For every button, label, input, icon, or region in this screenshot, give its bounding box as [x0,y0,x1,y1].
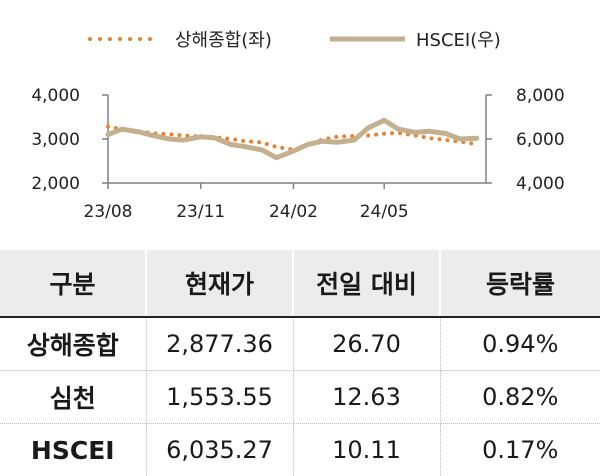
column-header-change-rate: 등락률 [440,250,600,317]
x-tick-label: 24/05 [360,202,409,222]
chart-series [108,120,477,158]
change-cell: 26.70 [293,317,440,371]
table-header-row: 구분 현재가 전일 대비 등락률 [0,250,600,317]
change-rate-cell: 0.82% [440,371,600,424]
column-header-category: 구분 [0,250,146,317]
table-row: 상해종합 2,877.36 26.70 0.94% [0,317,600,371]
index-chart: 상해종합(좌) HSCEI(우) 2,000 3,000 4,000 4,000 6,00… [0,0,600,240]
chart-axes: 2,000 3,000 4,000 4,000 6,000 8,000 23/08 23/11… [31,86,564,222]
change-cell: 12.63 [293,371,440,424]
index-quote-table: 구분 현재가 전일 대비 등락률 상해종합 2,877.36 26.70 0.9… [0,250,600,476]
right-y-tick-label: 8,000 [516,86,565,106]
column-header-current-price: 현재가 [146,250,293,317]
left-y-tick-label: 2,000 [31,174,80,194]
index-name-cell: 심천 [0,371,146,424]
right-y-tick-label: 6,000 [516,130,565,150]
table-row: HSCEI 6,035.27 10.11 0.17% [0,424,600,476]
current-price-cell: 1,553.55 [146,371,293,424]
current-price-cell: 2,877.36 [146,317,293,371]
index-name-cell: HSCEI [0,424,146,476]
table-row: 심천 1,553.55 12.63 0.82% [0,371,600,424]
x-tick-label: 23/08 [84,202,133,222]
change-cell: 10.11 [293,424,440,476]
hscei-line [108,120,477,157]
index-name-cell: 상해종합 [0,317,146,371]
x-tick-label: 23/11 [176,202,225,222]
legend-label-hscei: HSCEI(우) [416,30,501,51]
legend-label-shanghai-composite: 상해종합(좌) [175,30,272,51]
change-rate-cell: 0.17% [440,424,600,476]
right-y-tick-label: 4,000 [516,174,565,194]
left-y-tick-label: 4,000 [31,86,80,106]
chart-legend: 상해종합(좌) HSCEI(우) [90,30,501,51]
left-y-tick-label: 3,000 [31,130,80,150]
column-header-change: 전일 대비 [293,250,440,317]
line-chart-svg: 상해종합(좌) HSCEI(우) 2,000 3,000 4,000 4,000 6,00… [0,0,600,240]
current-price-cell: 6,035.27 [146,424,293,476]
x-tick-label: 24/02 [269,202,318,222]
change-rate-cell: 0.94% [440,317,600,371]
